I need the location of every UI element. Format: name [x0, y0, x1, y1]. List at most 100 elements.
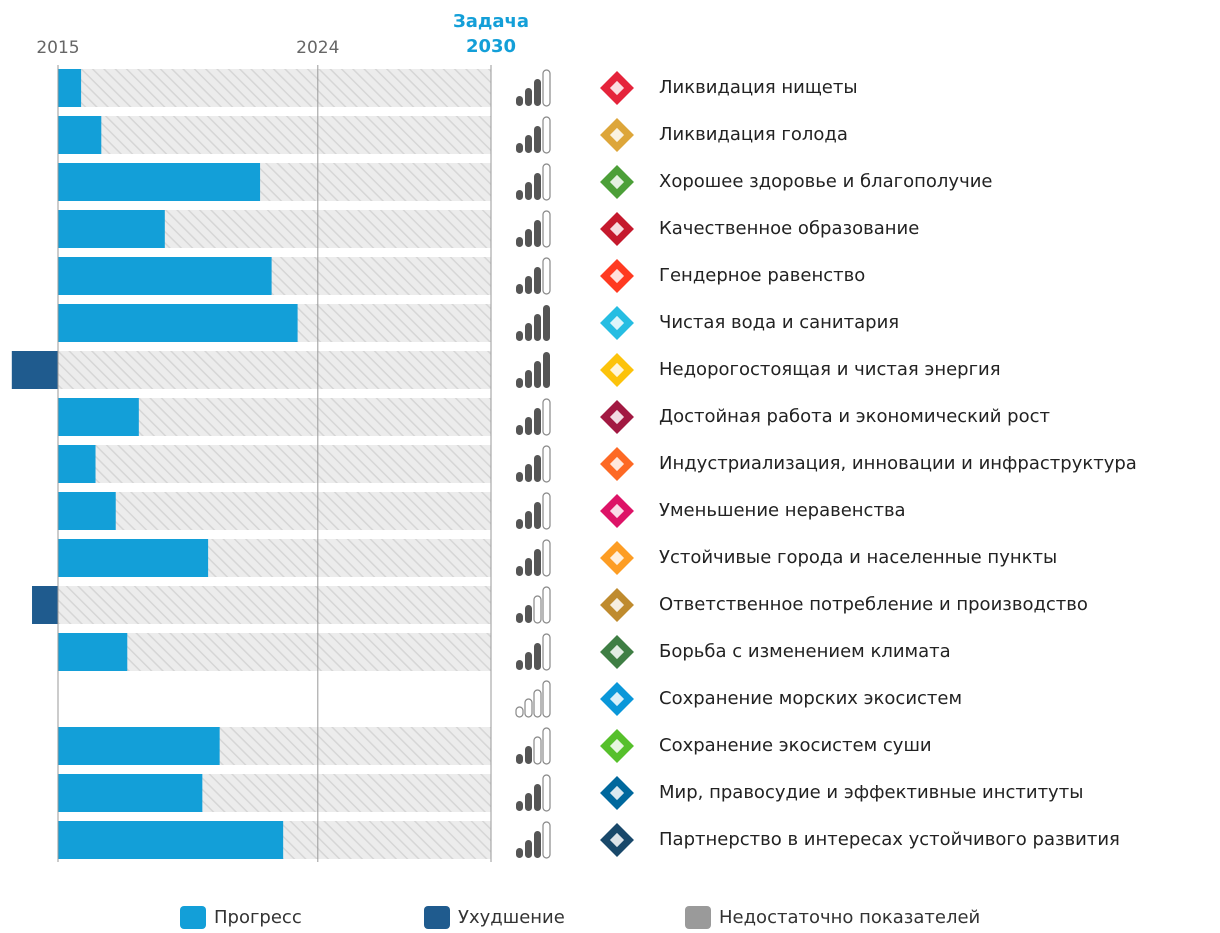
signal-bar: [542, 257, 551, 295]
signal-bar: [542, 210, 551, 248]
signal-bar: [525, 135, 532, 153]
bar: [58, 492, 116, 530]
signal-icon: [515, 680, 551, 718]
bar: [58, 116, 102, 154]
signal-bar: [516, 613, 523, 623]
legend-swatch: [180, 906, 206, 929]
signal-bar: [525, 464, 532, 482]
goal-icon-inner: [609, 268, 625, 284]
signal-bar: [525, 558, 532, 576]
signal-icon: [516, 727, 551, 765]
bar: [58, 163, 261, 201]
goal-icon: [600, 165, 634, 199]
signal-icon: [516, 210, 551, 248]
signal-bar: [525, 417, 532, 435]
signal-bar: [525, 88, 532, 106]
signal-bar: [533, 736, 542, 765]
signal-bar: [542, 586, 551, 624]
goal-icon: [600, 541, 634, 575]
signal-icon: [516, 305, 550, 341]
goal-icon-inner: [609, 738, 625, 754]
goal-icon-inner: [609, 362, 625, 378]
signal-bar: [516, 331, 523, 341]
goal-icon-inner: [609, 597, 625, 613]
signal-bar: [533, 595, 542, 624]
goal-label: Борьба с изменением климата: [659, 641, 951, 662]
signal-bar: [516, 754, 523, 764]
signal-bar: [542, 445, 551, 483]
signal-bar: [533, 689, 542, 718]
signal-icon: [516, 257, 551, 295]
bar: [58, 257, 272, 295]
goal-icon: [600, 682, 634, 716]
x-tick-label: 2024: [296, 38, 339, 58]
bar: [58, 69, 82, 107]
bar: [58, 727, 220, 765]
signal-bar: [516, 284, 523, 294]
signal-bar: [516, 425, 523, 435]
x-tick-label: Задача 2030: [453, 11, 529, 57]
signal-icon: [516, 445, 551, 483]
goal-label: Ликвидация голода: [659, 124, 848, 145]
signal-bar: [542, 633, 551, 671]
signal-bar: [525, 652, 532, 670]
goal-label: Сохранение морских экосистем: [659, 688, 962, 709]
signal-icon: [516, 69, 551, 107]
goal-icon: [600, 776, 634, 810]
signal-bar: [516, 519, 523, 529]
signal-bar: [534, 643, 541, 670]
signal-icon: [516, 539, 551, 577]
signal-bar: [516, 378, 523, 388]
goal-label: Сохранение экосистем суши: [659, 735, 932, 756]
signal-bar: [542, 69, 551, 107]
signal-icon: [516, 821, 551, 859]
signal-bar: [542, 492, 551, 530]
signal-bar: [542, 774, 551, 812]
goal-label: Чистая вода и санитария: [659, 312, 899, 333]
legend-label: Ухудшение: [458, 907, 565, 928]
goal-icon-inner: [609, 456, 625, 472]
goal-icon: [600, 259, 634, 293]
legend-swatch: [424, 906, 450, 929]
goal-icon-inner: [609, 691, 625, 707]
goal-label: Ответственное потребление и производство: [659, 594, 1088, 615]
bar-background: [58, 116, 491, 154]
signal-bar: [516, 801, 523, 811]
signal-icon: [516, 163, 551, 201]
x-tick-label: 2015: [36, 38, 79, 58]
bar: [58, 539, 209, 577]
bar-background: [58, 492, 491, 530]
signal-bar: [516, 848, 523, 858]
signal-bar: [525, 229, 532, 247]
bar: [58, 210, 165, 248]
signal-bar: [524, 698, 533, 718]
goal-icon-inner: [609, 221, 625, 237]
signal-bar: [525, 323, 532, 341]
goal-icon-inner: [609, 80, 625, 96]
goal-icon: [600, 306, 634, 340]
goal-label: Качественное образование: [659, 218, 919, 239]
signal-bar: [525, 370, 532, 388]
signal-bar: [534, 314, 541, 341]
signal-icon: [516, 352, 550, 388]
legend-swatch: [685, 906, 711, 929]
signal-bar: [534, 361, 541, 388]
legend-label: Прогресс: [214, 907, 302, 928]
goal-icon: [600, 635, 634, 669]
goal-icon: [600, 823, 634, 857]
goal-label: Достойная работа и экономический рост: [659, 406, 1050, 427]
bar: [32, 586, 58, 624]
goal-label: Устойчивые города и населенные пункты: [659, 547, 1057, 568]
bar: [58, 445, 96, 483]
signal-bar: [542, 539, 551, 577]
goal-label: Уменьшение неравенства: [659, 500, 906, 521]
signal-bar: [534, 549, 541, 576]
signal-bar: [515, 706, 524, 718]
goal-label: Индустриализация, инновации и инфраструк…: [659, 453, 1137, 474]
goal-label: Гендерное равенство: [659, 265, 865, 286]
bar-background: [58, 633, 491, 671]
signal-bar: [525, 840, 532, 858]
bar-background: [58, 586, 491, 624]
bar-background: [58, 351, 491, 389]
